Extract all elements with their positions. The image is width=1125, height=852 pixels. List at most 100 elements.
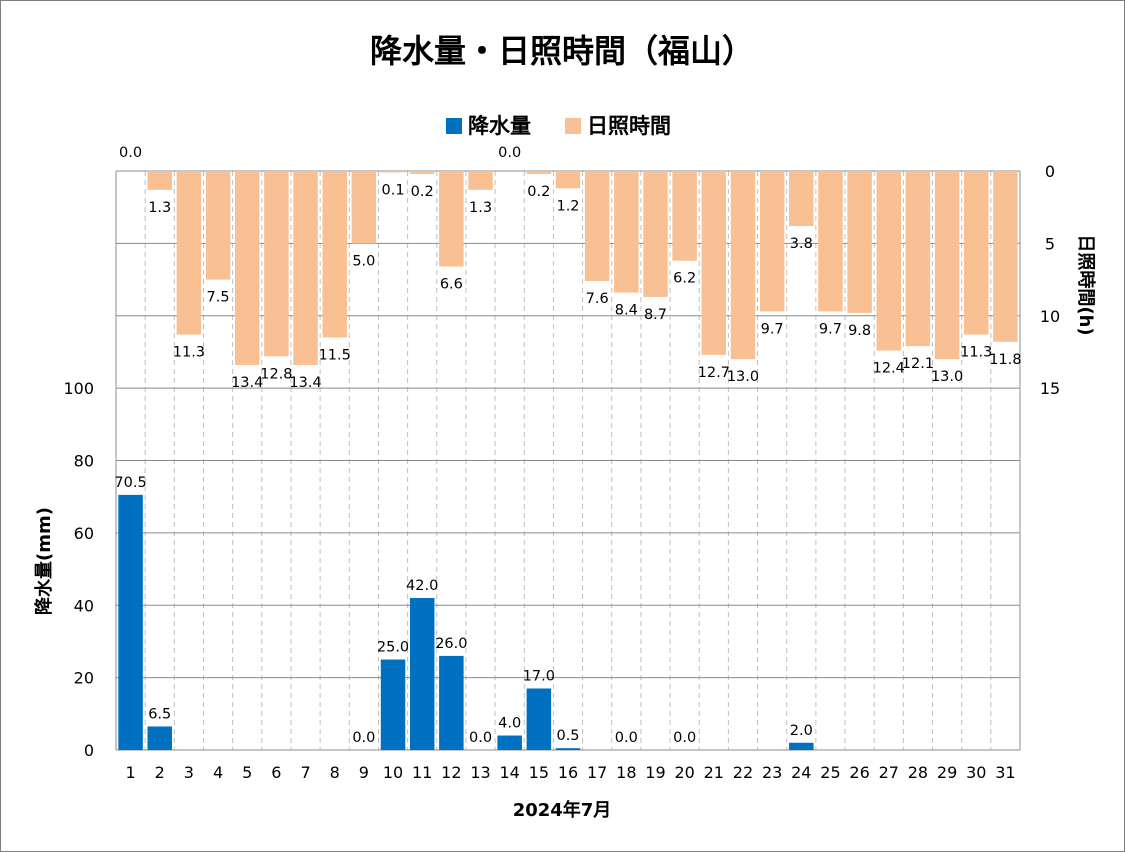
x-tick-label: 13: [470, 763, 490, 782]
sunshine-bar: [439, 171, 464, 267]
bars-layer: [118, 171, 1018, 750]
rainfall-bar: [439, 655, 464, 750]
legend-label-rain: 降水量: [468, 114, 531, 138]
sunshine-data-label: 9.7: [819, 321, 842, 337]
x-tick-label: 30: [966, 763, 986, 782]
chart-title: 降水量・日照時間（福山）: [370, 32, 754, 70]
x-tick-label: 15: [529, 763, 549, 782]
x-axis-title: 2024年7月: [513, 799, 612, 821]
rainfall-bar: [118, 494, 143, 750]
legend-swatch-rain: [446, 118, 462, 134]
x-tick-label: 11: [412, 763, 432, 782]
sunshine-bar: [614, 171, 639, 293]
x-tick-label: 21: [704, 763, 724, 782]
sunshine-data-label: 6.6: [440, 277, 463, 293]
sunshine-data-label: 11.3: [960, 345, 992, 361]
x-tick-label: 17: [587, 763, 607, 782]
y-axis-left-title: 降水量(mm): [33, 507, 55, 615]
sunshine-bar: [643, 171, 668, 297]
sunshine-bar: [964, 171, 989, 335]
x-tick-label: 3: [184, 763, 194, 782]
x-tick-label: 1: [125, 763, 135, 782]
rainfall-data-label: 17.0: [523, 668, 555, 684]
y-left-tick-label: 60: [74, 524, 94, 543]
sunshine-bar: [205, 171, 231, 280]
sunshine-data-label: 0.0: [119, 145, 142, 161]
rainfall-bar: [526, 688, 552, 750]
sunshine-data-label: 13.0: [727, 369, 759, 385]
rainfall-data-label: 25.0: [377, 640, 409, 656]
x-tick-label: 26: [849, 763, 869, 782]
sunshine-bar: [905, 171, 931, 347]
sunshine-data-label: 8.7: [644, 307, 667, 323]
sunshine-data-label: 8.4: [615, 303, 638, 319]
sunshine-data-label: 7.5: [207, 290, 230, 306]
sunshine-data-label: 0.1: [382, 182, 405, 198]
legend-label-sunshine: 日照時間: [587, 114, 671, 138]
sunshine-bar: [264, 171, 289, 357]
y-axis-right-title: 日照時間(h): [1075, 234, 1096, 335]
sunshine-data-label: 13.0: [931, 369, 963, 385]
y-right-tick-label: 15: [1040, 379, 1060, 398]
rainfall-bar: [409, 598, 435, 750]
legend-swatch-sunshine: [565, 118, 581, 134]
sunshine-bar: [701, 171, 727, 355]
sunshine-data-label: 12.8: [260, 366, 292, 382]
rainfall-data-label: 42.0: [406, 578, 438, 594]
rainfall-bar: [497, 735, 522, 750]
x-tick-label: 31: [995, 763, 1015, 782]
x-tick-label: 23: [762, 763, 782, 782]
rainfall-data-label: 0.0: [352, 730, 375, 746]
sunshine-bar: [876, 171, 902, 351]
sunshine-data-label: 13.4: [231, 375, 263, 391]
sunshine-bar: [759, 171, 785, 312]
x-tick-label: 27: [879, 763, 899, 782]
sunshine-data-label: 1.3: [469, 200, 492, 216]
x-tick-label: 29: [937, 763, 957, 782]
rainfall-bar: [147, 726, 172, 750]
sunshine-bar: [147, 171, 172, 190]
sunshine-bar: [934, 171, 960, 360]
rainfall-data-label: 26.0: [435, 636, 467, 652]
rainfall-bar: [555, 748, 581, 750]
rainfall-data-label: 4.0: [498, 716, 521, 732]
sunshine-bar: [672, 171, 697, 261]
x-tick-label: 19: [645, 763, 665, 782]
y-left-tick-label: 80: [74, 452, 94, 471]
x-tick-label: 22: [733, 763, 753, 782]
rainfall-data-label: 6.5: [148, 706, 171, 722]
x-tick-label: 18: [616, 763, 636, 782]
x-tick-label: 8: [330, 763, 340, 782]
x-tick-label: 6: [271, 763, 281, 782]
sunshine-bar: [409, 171, 435, 174]
x-tick-label: 12: [441, 763, 461, 782]
y-left-tick-label: 40: [74, 596, 94, 615]
sunshine-data-label: 6.2: [673, 271, 696, 287]
y-right-tick-label: 0: [1045, 162, 1055, 181]
y-right-tick-label: 5: [1045, 234, 1055, 253]
x-tick-label: 24: [791, 763, 811, 782]
x-tick-label: 14: [499, 763, 519, 782]
sunshine-bar: [789, 171, 814, 227]
y-left-tick-label: 100: [63, 379, 94, 398]
rainfall-data-label: 0.0: [615, 730, 638, 746]
sunshine-bar: [993, 171, 1018, 342]
sunshine-data-label: 7.6: [586, 291, 609, 307]
sunshine-data-label: 9.8: [848, 323, 871, 339]
x-tick-label: 25: [820, 763, 840, 782]
rainfall-bar: [380, 659, 406, 750]
x-tick-label: 7: [300, 763, 310, 782]
sunshine-data-label: 0.0: [498, 145, 521, 161]
x-tick-label: 20: [674, 763, 694, 782]
sunshine-data-label: 0.2: [411, 184, 434, 200]
sunshine-bar: [468, 171, 493, 190]
sunshine-data-label: 13.4: [289, 375, 321, 391]
sunshine-data-label: 11.8: [989, 352, 1021, 368]
sunshine-bar: [730, 171, 756, 360]
sunshine-bar: [293, 171, 318, 365]
sunshine-bar: [584, 171, 610, 282]
sunshine-bar: [351, 171, 377, 244]
